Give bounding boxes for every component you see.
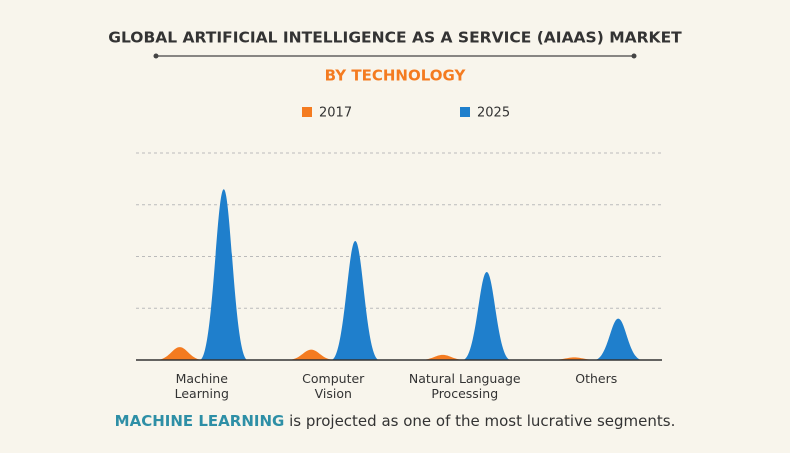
peak xyxy=(331,240,380,360)
x-tick-line: Learning xyxy=(175,386,229,401)
peak xyxy=(155,347,204,360)
x-tick-line: Others xyxy=(575,371,617,386)
x-tick-line: Machine xyxy=(176,371,229,386)
x-tick-label: Machine Learning xyxy=(175,371,229,401)
x-tick-line: Computer xyxy=(302,371,365,386)
peak xyxy=(199,189,248,360)
x-tick-line: Vision xyxy=(315,386,352,401)
legend-label: 2017 xyxy=(319,106,352,121)
footer-highlight: MACHINE LEARNING xyxy=(115,412,285,430)
rule-dot xyxy=(153,53,159,59)
chart-subtitle: BY TECHNOLOGY xyxy=(325,67,467,85)
footer-text: is projected as one of the most lucrativ… xyxy=(289,412,675,430)
legend-swatch xyxy=(302,107,312,117)
footer: MACHINE LEARNING is projected as one of … xyxy=(115,412,676,430)
x-tick-line: Natural Language xyxy=(409,371,521,386)
rule-dot xyxy=(631,53,637,59)
peak xyxy=(418,354,467,360)
x-tick-label: Computer Vision xyxy=(302,371,365,401)
legend-swatch xyxy=(460,107,470,117)
legend-label: 2025 xyxy=(477,106,510,121)
chart-title: GLOBAL ARTIFICIAL INTELLIGENCE AS A SERV… xyxy=(108,29,682,47)
peak xyxy=(462,272,511,360)
x-tick-label: Others xyxy=(575,371,617,386)
x-tick-label: Natural Language Processing xyxy=(409,371,521,401)
peak xyxy=(594,318,643,360)
peak xyxy=(287,349,336,360)
x-tick-line: Processing xyxy=(431,386,498,401)
